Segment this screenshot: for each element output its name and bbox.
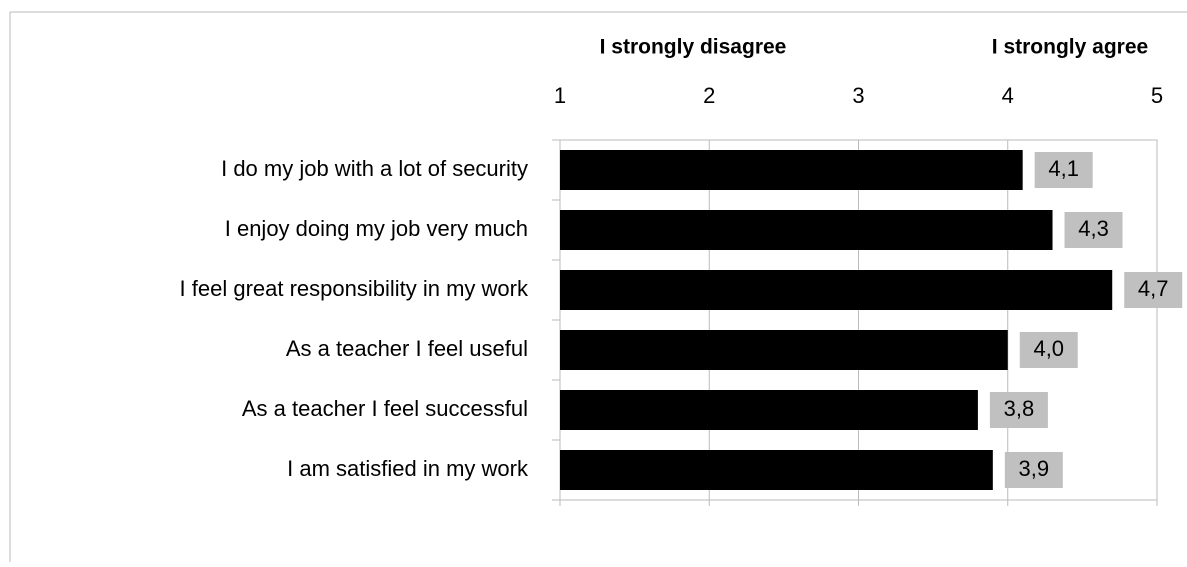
y-tick-label: I feel great responsibility in my work bbox=[180, 276, 529, 301]
x-tick-label: 3 bbox=[852, 83, 864, 108]
value-label-box bbox=[1004, 452, 1063, 488]
annotation: I strongly disagree bbox=[600, 36, 787, 59]
bar bbox=[560, 210, 1053, 250]
value-label-box bbox=[1064, 212, 1123, 248]
value-label-box bbox=[1019, 332, 1078, 368]
bar bbox=[560, 270, 1113, 310]
value-label: 3,9 bbox=[1019, 456, 1050, 481]
value-label: 4,0 bbox=[1033, 336, 1064, 361]
y-tick-label: As a teacher I feel useful bbox=[286, 336, 528, 361]
y-tick-label: I do my job with a lot of security bbox=[221, 156, 528, 181]
value-label-box bbox=[989, 392, 1048, 428]
x-tick-label: 4 bbox=[1002, 83, 1014, 108]
bar bbox=[560, 450, 993, 490]
value-label-box bbox=[1124, 272, 1183, 308]
value-label-box bbox=[1034, 152, 1093, 188]
x-tick-label: 2 bbox=[703, 83, 715, 108]
annotation: I strongly agree bbox=[992, 36, 1148, 59]
value-label: 4,7 bbox=[1138, 276, 1169, 301]
bar bbox=[560, 330, 1008, 370]
value-label: 4,3 bbox=[1078, 216, 1109, 241]
y-tick-label: As a teacher I feel successful bbox=[242, 396, 528, 421]
value-label: 4,1 bbox=[1048, 156, 1079, 181]
bar bbox=[560, 150, 1023, 190]
y-tick-label: I enjoy doing my job very much bbox=[225, 216, 528, 241]
y-tick-label: I am satisfied in my work bbox=[287, 456, 529, 481]
bar bbox=[560, 390, 978, 430]
value-label: 3,8 bbox=[1004, 396, 1035, 421]
x-tick-label: 1 bbox=[554, 83, 566, 108]
x-tick-label: 5 bbox=[1151, 83, 1163, 108]
